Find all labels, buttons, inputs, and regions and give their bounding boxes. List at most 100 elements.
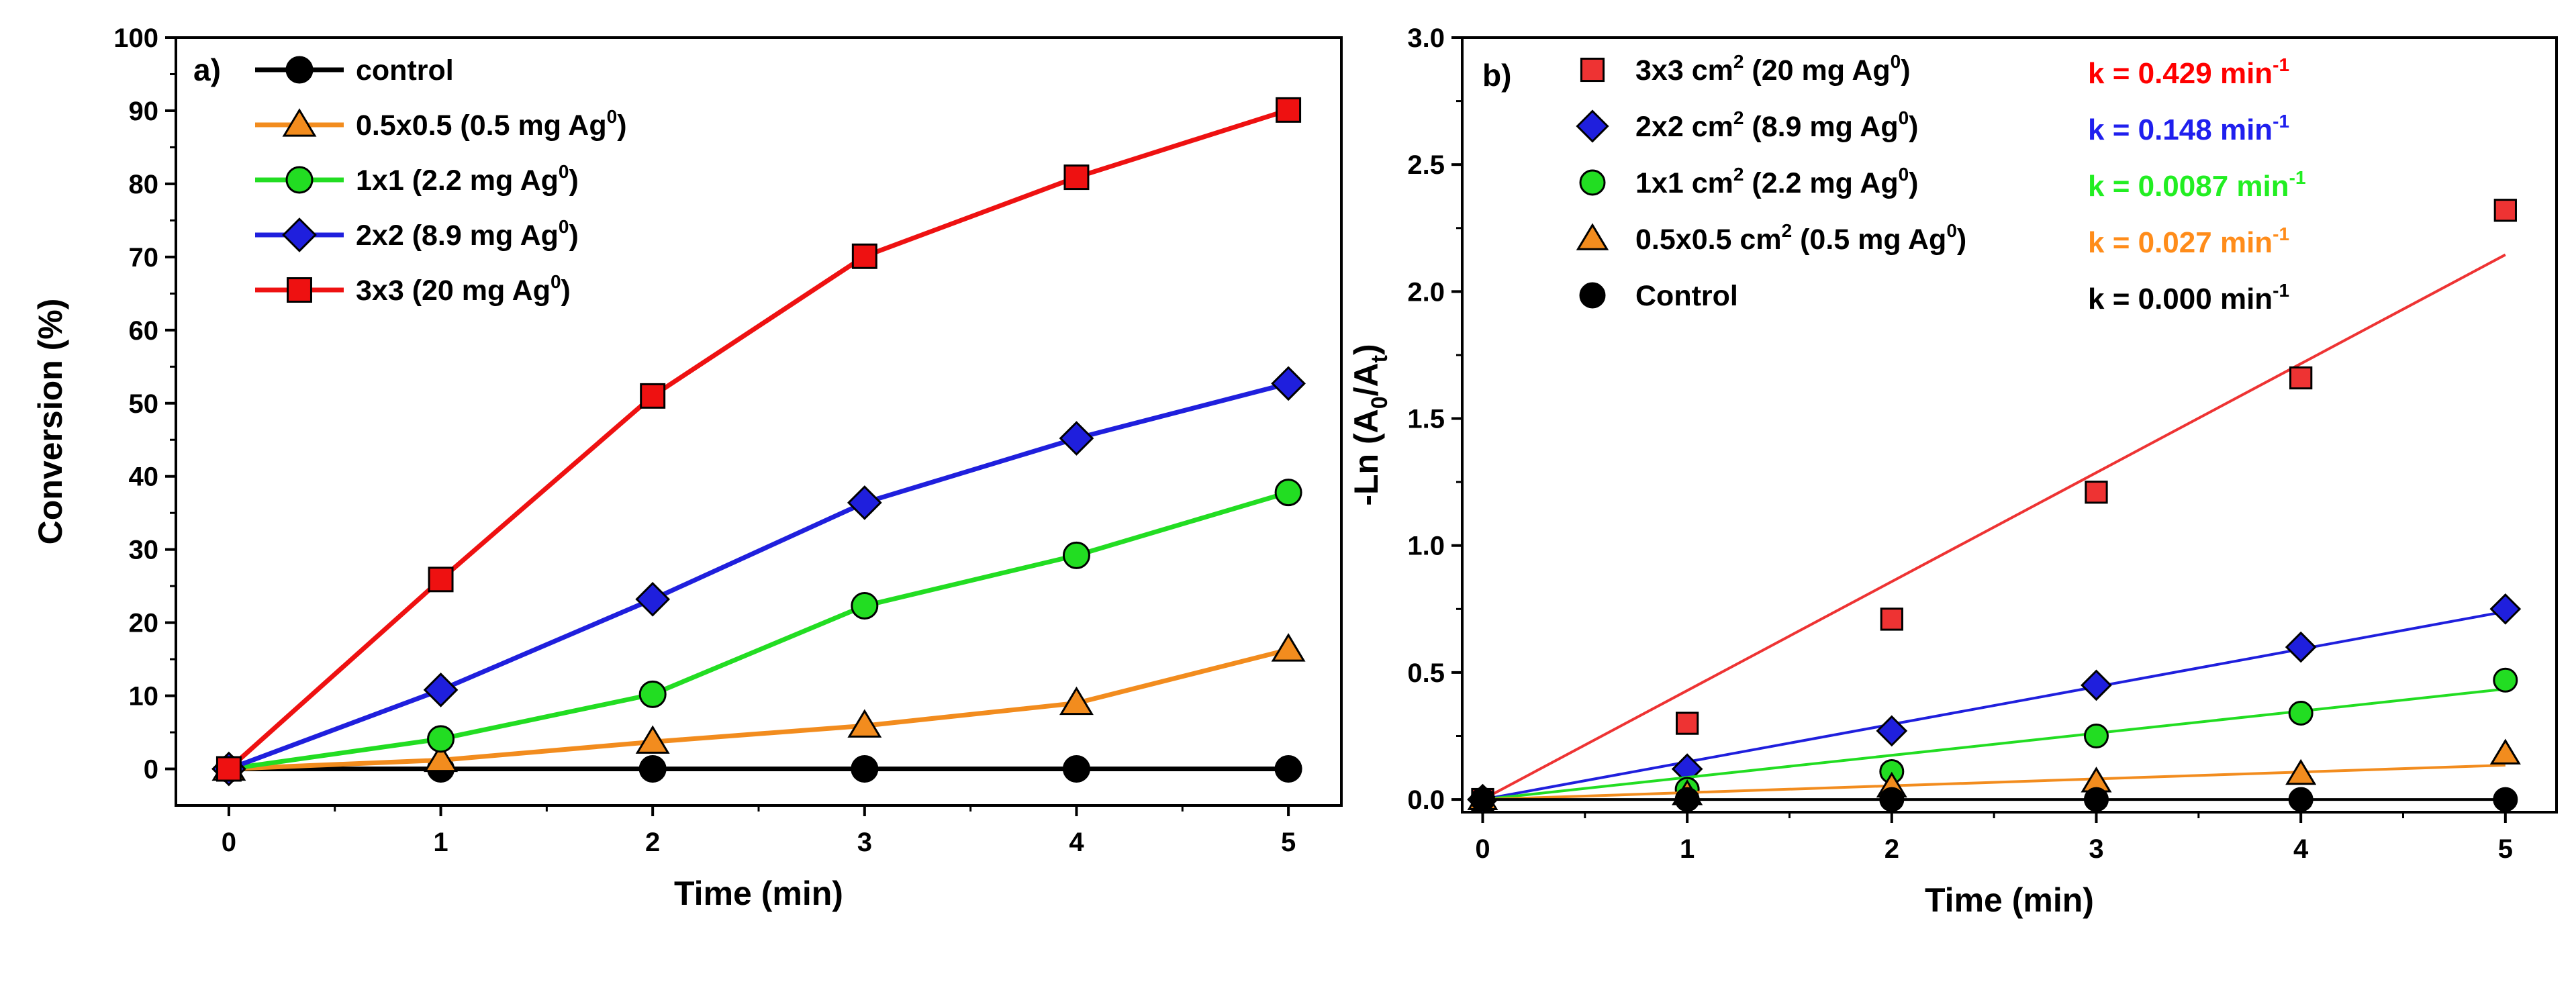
legend-label-sup: 0 bbox=[559, 161, 569, 182]
legend-entry: 0.5x0.5 cm2 (0.5 mg Ag0) k = 0.027 min-1 bbox=[1576, 220, 2289, 259]
legend-label-sup: 2 bbox=[1733, 164, 1744, 185]
y-tick-label: 2.0 bbox=[1407, 277, 1445, 307]
y-tick-label: 10 bbox=[129, 682, 159, 711]
legend-label-end: ) bbox=[1901, 54, 1910, 87]
x-tick-label: 5 bbox=[2498, 834, 2513, 864]
panel-label: a) bbox=[193, 52, 221, 87]
rate-constant-sup: -1 bbox=[2273, 280, 2289, 301]
data-point bbox=[1676, 711, 1699, 735]
y-tick-label: 50 bbox=[129, 389, 159, 419]
y-tick-label: 30 bbox=[129, 536, 159, 565]
legend-label: Control bbox=[1635, 280, 1738, 312]
legend-label-sup: 0 bbox=[1891, 51, 1901, 72]
data-point bbox=[1063, 164, 1090, 191]
legend-label-sup: 0 bbox=[551, 271, 561, 292]
data-point bbox=[1879, 787, 1905, 812]
legend-label-text: Control bbox=[1635, 280, 1738, 312]
x-axis-title: Time (min) bbox=[1925, 881, 2094, 919]
data-point bbox=[2493, 667, 2518, 693]
legend-entry: Control k = 0.000 min-1 bbox=[1579, 280, 2289, 315]
series-line bbox=[228, 381, 1289, 771]
legend-marker bbox=[282, 217, 317, 252]
data-point bbox=[851, 755, 879, 783]
y-title-part: ) bbox=[1347, 344, 1385, 355]
x-tick-label: 0 bbox=[222, 828, 236, 857]
data-point bbox=[427, 725, 455, 753]
series-4 bbox=[216, 97, 1302, 782]
data-point bbox=[1271, 366, 1306, 401]
legend-marker bbox=[1579, 282, 1606, 309]
data-point bbox=[2489, 738, 2521, 765]
data-point bbox=[640, 383, 666, 409]
data-point bbox=[1276, 97, 1302, 123]
series-3 bbox=[211, 366, 1306, 787]
legend-label: 2x2 (8.9 mg Ag0) bbox=[356, 216, 579, 252]
legend-label-sup: 0 bbox=[1899, 107, 1909, 128]
series-2 bbox=[1470, 667, 2518, 812]
legend-label-text: 3x3 cm bbox=[1635, 54, 1733, 87]
rate-constant-text: k = 0.027 min bbox=[2088, 226, 2273, 259]
legend-entry: 0.5x0.5 (0.5 mg Ag0) bbox=[255, 106, 627, 142]
data-point bbox=[1470, 787, 1495, 812]
x-tick-label: 1 bbox=[1680, 834, 1695, 864]
series-4 bbox=[1470, 787, 2518, 812]
legend-label-detail: (0.5 mg Ag bbox=[1792, 224, 1946, 256]
data-point bbox=[2289, 366, 2313, 390]
rate-constant-sup: -1 bbox=[2289, 167, 2306, 188]
data-point bbox=[1274, 479, 1302, 507]
legend-label-text: 2x2 (8.9 mg Ag bbox=[356, 219, 559, 252]
data-point bbox=[2489, 593, 2522, 625]
series-line bbox=[228, 490, 1290, 771]
data-point bbox=[638, 680, 667, 708]
y-tick-label: 80 bbox=[129, 170, 159, 199]
x-tick-label: 4 bbox=[2293, 834, 2309, 864]
legend-label-detail: (8.9 mg Ag bbox=[1744, 111, 1898, 143]
rate-constant-text: k = 0.0087 min bbox=[2088, 170, 2289, 203]
legend-entry: 1x1 cm2 (2.2 mg Ag0) k = 0.0087 min-1 bbox=[1579, 164, 2306, 203]
data-point bbox=[1062, 541, 1090, 569]
data-point bbox=[2288, 787, 2313, 812]
x-tick-label: 1 bbox=[433, 828, 448, 857]
data-point bbox=[2288, 700, 2313, 726]
fit-line bbox=[1482, 610, 2506, 801]
y-tick-label: 1.5 bbox=[1407, 405, 1445, 434]
legend-label-text: 1x1 (2.2 mg Ag bbox=[356, 164, 559, 197]
legend-label-sup: 0 bbox=[559, 216, 569, 237]
data-point bbox=[428, 567, 454, 593]
legend-label: 0.5x0.5 cm2 (0.5 mg Ag0) bbox=[1635, 220, 1966, 256]
rate-constant-label: k = 0.027 min-1 bbox=[2088, 224, 2289, 259]
data-point bbox=[2493, 199, 2517, 222]
fit-line bbox=[1482, 687, 2506, 801]
legend-label-sup: 0 bbox=[1946, 220, 1957, 241]
data-point bbox=[1059, 421, 1094, 456]
legend-label-text: 3x3 (20 mg Ag bbox=[356, 275, 551, 307]
plot-frame bbox=[175, 36, 1343, 807]
legend-label-end: ) bbox=[1957, 224, 1966, 256]
y-title-part: -Ln (A bbox=[1347, 409, 1385, 505]
legend-entry: 1x1 (2.2 mg Ag0) bbox=[255, 161, 579, 197]
legend-label-sup: 2 bbox=[1733, 51, 1744, 72]
rate-constant-text: k = 0.429 min bbox=[2088, 57, 2273, 90]
x-tick-label: 3 bbox=[2089, 834, 2103, 864]
series-0 bbox=[1471, 199, 2517, 812]
data-point bbox=[2285, 631, 2317, 663]
x-axis-title: Time (min) bbox=[674, 875, 843, 912]
data-point bbox=[638, 755, 667, 783]
legend-entry: 2x2 (8.9 mg Ag0) bbox=[255, 216, 579, 252]
legend-marker bbox=[1579, 169, 1606, 196]
data-point bbox=[1876, 715, 1908, 747]
y-title-sub: 0 bbox=[1367, 396, 1392, 409]
data-point bbox=[851, 592, 879, 620]
fit-line bbox=[1482, 253, 2506, 801]
legend-marker bbox=[282, 108, 317, 137]
y-tick-label: 90 bbox=[129, 97, 159, 126]
x-tick-label: 0 bbox=[1475, 834, 1490, 864]
series-line bbox=[228, 647, 1289, 772]
y-tick-label: 0 bbox=[144, 755, 158, 785]
rate-constant-text: k = 0.000 min bbox=[2088, 283, 2273, 315]
y-tick-label: 40 bbox=[129, 462, 159, 492]
legend-marker bbox=[1576, 223, 1609, 250]
legend-marker bbox=[285, 56, 314, 84]
data-point bbox=[424, 743, 458, 773]
